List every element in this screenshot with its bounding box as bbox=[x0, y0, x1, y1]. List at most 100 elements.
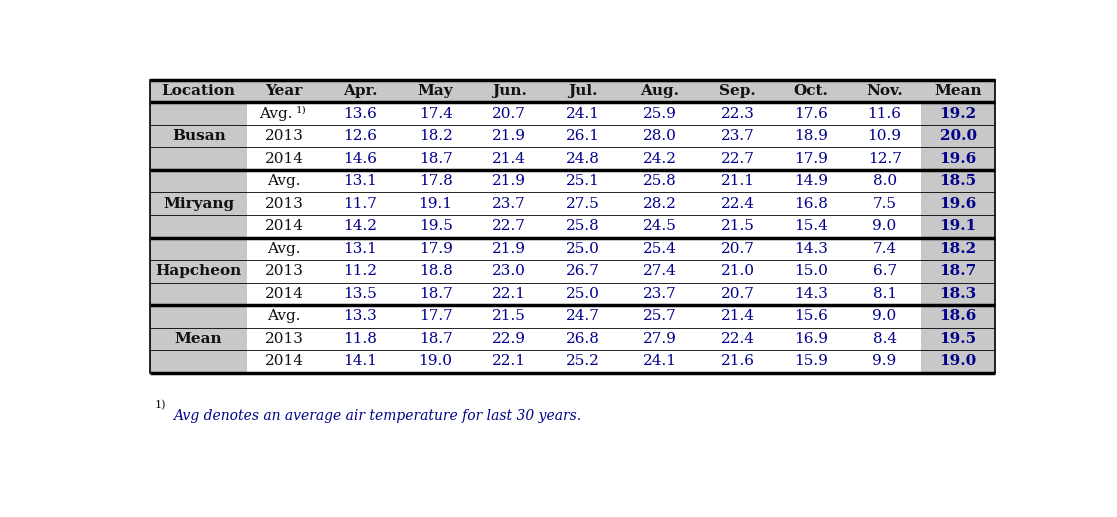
Text: Mean: Mean bbox=[175, 332, 222, 346]
Text: 17.6: 17.6 bbox=[794, 107, 828, 120]
Bar bbox=[150, 215, 995, 237]
Text: 18.5: 18.5 bbox=[939, 174, 976, 188]
Text: Avg.: Avg. bbox=[267, 242, 300, 256]
Text: 20.0: 20.0 bbox=[939, 129, 976, 143]
Text: Jun.: Jun. bbox=[491, 84, 526, 98]
Text: 12.7: 12.7 bbox=[868, 151, 901, 166]
Bar bbox=[922, 328, 995, 350]
Text: 22.4: 22.4 bbox=[720, 197, 754, 211]
Bar bbox=[150, 192, 247, 215]
Text: 18.7: 18.7 bbox=[419, 151, 452, 166]
Text: 22.4: 22.4 bbox=[720, 332, 754, 346]
Text: 23.7: 23.7 bbox=[493, 197, 526, 211]
Text: 13.1: 13.1 bbox=[343, 242, 376, 256]
Bar bbox=[150, 305, 247, 328]
Text: 24.7: 24.7 bbox=[566, 309, 600, 323]
Bar bbox=[150, 170, 247, 192]
Text: 11.2: 11.2 bbox=[343, 264, 376, 278]
Text: 25.2: 25.2 bbox=[566, 354, 600, 368]
Bar bbox=[150, 282, 995, 305]
Text: 21.9: 21.9 bbox=[493, 129, 526, 143]
Text: 25.1: 25.1 bbox=[566, 174, 600, 188]
Text: 25.9: 25.9 bbox=[643, 107, 677, 120]
Text: 8.4: 8.4 bbox=[872, 332, 897, 346]
Text: 19.1: 19.1 bbox=[419, 197, 452, 211]
Bar bbox=[922, 260, 995, 282]
Text: 7.5: 7.5 bbox=[872, 197, 897, 211]
Text: 1): 1) bbox=[296, 105, 307, 114]
Text: 17.7: 17.7 bbox=[419, 309, 452, 323]
Text: 18.8: 18.8 bbox=[419, 264, 452, 278]
Bar bbox=[922, 305, 995, 328]
Text: 28.2: 28.2 bbox=[643, 197, 677, 211]
Text: 2013: 2013 bbox=[265, 129, 304, 143]
Text: 18.6: 18.6 bbox=[939, 309, 976, 323]
Text: 27.4: 27.4 bbox=[643, 264, 677, 278]
Text: 21.5: 21.5 bbox=[493, 309, 526, 323]
Text: 19.5: 19.5 bbox=[939, 332, 976, 346]
Bar bbox=[150, 260, 247, 282]
Bar bbox=[150, 260, 995, 282]
Text: 23.0: 23.0 bbox=[493, 264, 526, 278]
Bar bbox=[150, 125, 247, 147]
Text: May: May bbox=[418, 84, 454, 98]
Bar bbox=[150, 237, 247, 260]
Text: 13.6: 13.6 bbox=[343, 107, 376, 120]
Text: 18.2: 18.2 bbox=[419, 129, 452, 143]
Bar bbox=[150, 192, 995, 215]
Text: 17.9: 17.9 bbox=[794, 151, 828, 166]
Bar bbox=[922, 192, 995, 215]
Text: Aug.: Aug. bbox=[640, 84, 679, 98]
Text: 14.3: 14.3 bbox=[794, 287, 828, 301]
Text: 22.1: 22.1 bbox=[493, 287, 526, 301]
Text: 21.5: 21.5 bbox=[720, 219, 754, 233]
Text: Miryang: Miryang bbox=[163, 197, 235, 211]
Text: 14.6: 14.6 bbox=[343, 151, 376, 166]
Bar bbox=[922, 170, 995, 192]
Text: 14.3: 14.3 bbox=[794, 242, 828, 256]
Text: 15.6: 15.6 bbox=[794, 309, 828, 323]
Text: 19.5: 19.5 bbox=[419, 219, 452, 233]
Text: 12.6: 12.6 bbox=[343, 129, 376, 143]
Text: Oct.: Oct. bbox=[793, 84, 829, 98]
Text: 25.7: 25.7 bbox=[643, 309, 677, 323]
Text: Avg.: Avg. bbox=[259, 107, 293, 120]
Text: 20.7: 20.7 bbox=[493, 107, 526, 120]
Bar bbox=[150, 170, 995, 192]
Text: 22.7: 22.7 bbox=[720, 151, 754, 166]
Text: 24.8: 24.8 bbox=[566, 151, 600, 166]
Text: 22.1: 22.1 bbox=[493, 354, 526, 368]
Text: Jul.: Jul. bbox=[567, 84, 598, 98]
Text: 2014: 2014 bbox=[265, 354, 304, 368]
Text: 13.1: 13.1 bbox=[343, 174, 376, 188]
Text: 27.9: 27.9 bbox=[643, 332, 677, 346]
Text: 24.1: 24.1 bbox=[565, 107, 600, 120]
Text: 18.9: 18.9 bbox=[794, 129, 828, 143]
Text: 2013: 2013 bbox=[265, 332, 304, 346]
Text: 10.9: 10.9 bbox=[868, 129, 901, 143]
Text: 2013: 2013 bbox=[265, 197, 304, 211]
Text: 15.9: 15.9 bbox=[794, 354, 828, 368]
Text: Year: Year bbox=[266, 84, 303, 98]
Text: 14.1: 14.1 bbox=[343, 354, 376, 368]
Text: 14.2: 14.2 bbox=[343, 219, 376, 233]
Text: 25.8: 25.8 bbox=[643, 174, 677, 188]
Text: 23.7: 23.7 bbox=[720, 129, 754, 143]
Text: 18.7: 18.7 bbox=[419, 287, 452, 301]
Text: 21.9: 21.9 bbox=[493, 242, 526, 256]
Text: 17.4: 17.4 bbox=[419, 107, 452, 120]
Text: 6.7: 6.7 bbox=[872, 264, 897, 278]
Text: Nov.: Nov. bbox=[866, 84, 903, 98]
Text: 25.0: 25.0 bbox=[566, 242, 600, 256]
Text: 13.3: 13.3 bbox=[343, 309, 376, 323]
Text: 19.2: 19.2 bbox=[939, 107, 976, 120]
Text: 22.9: 22.9 bbox=[493, 332, 526, 346]
Bar bbox=[150, 125, 995, 147]
Text: Location: Location bbox=[162, 84, 236, 98]
Bar bbox=[922, 237, 995, 260]
Text: 27.5: 27.5 bbox=[566, 197, 600, 211]
Bar bbox=[150, 350, 995, 373]
Text: 14.9: 14.9 bbox=[794, 174, 828, 188]
Text: 21.0: 21.0 bbox=[720, 264, 754, 278]
Text: 8.1: 8.1 bbox=[872, 287, 897, 301]
